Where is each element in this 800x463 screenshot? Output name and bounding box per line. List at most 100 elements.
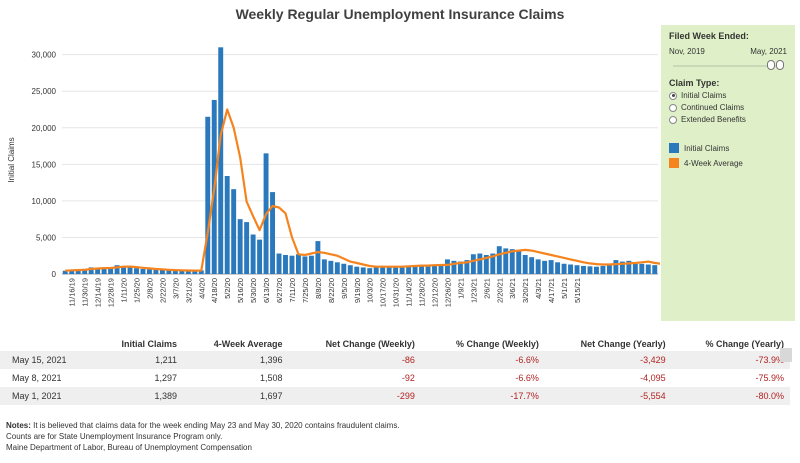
bar-initial-claims[interactable] [159,269,165,274]
bar-initial-claims[interactable] [308,255,314,274]
option-initial-claims[interactable]: Initial Claims [669,91,787,100]
radio-initial-claims[interactable] [669,91,677,100]
bar-initial-claims[interactable] [328,260,334,274]
bar-initial-claims[interactable] [477,253,483,274]
bar-initial-claims[interactable] [101,268,107,274]
bar-initial-claims[interactable] [146,269,152,274]
bar-initial-claims[interactable] [639,263,645,274]
bar-initial-claims[interactable] [347,265,353,274]
table-row[interactable]: May 15, 2021 1,211 1,396 -86 -6.6% -3,42… [0,351,790,369]
bar-initial-claims[interactable] [632,263,638,274]
bar-initial-claims[interactable] [373,267,379,274]
bar-initial-claims[interactable] [516,249,522,274]
bar-initial-claims[interactable] [289,255,295,274]
bar-initial-claims[interactable] [529,257,535,274]
bar-initial-claims[interactable] [522,254,528,274]
bar-initial-claims[interactable] [406,265,412,274]
bar-initial-claims[interactable] [542,260,548,274]
bar-initial-claims[interactable] [302,256,308,274]
bar-initial-claims[interactable] [613,260,619,274]
bar-initial-claims[interactable] [380,265,386,274]
radio-extended-benefits[interactable] [669,115,677,124]
bar-initial-claims[interactable] [555,262,561,274]
bar-initial-claims[interactable] [270,192,276,274]
bar-initial-claims[interactable] [315,241,321,274]
bar-initial-claims[interactable] [283,254,288,274]
bar-initial-claims[interactable] [606,264,612,274]
bar-initial-claims[interactable] [457,261,463,274]
bar-initial-claims[interactable] [69,269,75,274]
bar-initial-claims[interactable] [496,246,502,274]
bar-initial-claims[interactable] [652,265,658,274]
bar-initial-claims[interactable] [75,269,81,274]
bar-initial-claims[interactable] [341,263,347,274]
bar-initial-claims[interactable] [587,266,593,274]
bar-initial-claims[interactable] [568,264,574,274]
bar-initial-claims[interactable] [114,265,120,274]
bar-initial-claims[interactable] [425,265,431,274]
bar-initial-claims[interactable] [619,261,625,274]
option-extended-benefits[interactable]: Extended Benefits [669,115,787,124]
bar-initial-claims[interactable] [192,270,198,274]
bar-initial-claims[interactable] [645,264,651,274]
bar-initial-claims[interactable] [412,265,418,274]
table-row[interactable]: May 8, 2021 1,297 1,508 -92 -6.6% -4,095… [0,369,790,387]
bar-initial-claims[interactable] [95,267,101,274]
bar-initial-claims[interactable] [140,268,146,274]
slider-end-handle[interactable] [776,60,784,70]
bar-initial-claims[interactable] [451,260,457,274]
bar-initial-claims[interactable] [444,259,450,274]
bar-initial-claims[interactable] [295,254,301,274]
bar-initial-claims[interactable] [386,266,392,274]
bar-initial-claims[interactable] [250,234,256,274]
bar-initial-claims[interactable] [535,259,541,274]
bar-initial-claims[interactable] [62,270,68,274]
bar-initial-claims[interactable] [108,268,114,274]
bar-initial-claims[interactable] [134,268,139,274]
bar-initial-claims[interactable] [503,248,509,274]
bar-initial-claims[interactable] [509,249,515,274]
bar-initial-claims[interactable] [218,47,224,274]
bar-initial-claims[interactable] [483,254,489,274]
bar-initial-claims[interactable] [354,266,360,274]
bar-initial-claims[interactable] [593,266,599,274]
bar-initial-claims[interactable] [179,270,185,274]
bar-initial-claims[interactable] [334,262,340,274]
bar-initial-claims[interactable] [470,254,476,274]
table-scrollbar[interactable] [780,348,792,362]
bar-initial-claims[interactable] [224,176,230,274]
bar-initial-claims[interactable] [121,265,127,274]
bar-initial-claims[interactable] [574,265,580,274]
bar-initial-claims[interactable] [367,268,373,274]
bar-initial-claims[interactable] [231,189,237,274]
bar-initial-claims[interactable] [490,253,496,274]
bar-initial-claims[interactable] [561,263,567,274]
bar-initial-claims[interactable] [626,260,632,274]
bar-initial-claims[interactable] [438,264,444,274]
bar-initial-claims[interactable] [82,268,88,274]
slider-start-handle[interactable] [767,60,775,70]
bar-initial-claims[interactable] [88,267,94,274]
option-continued-claims[interactable]: Continued Claims [669,103,787,112]
bar-initial-claims[interactable] [464,260,470,274]
bar-initial-claims[interactable] [166,270,172,274]
bar-initial-claims[interactable] [244,222,250,274]
bar-initial-claims[interactable] [419,265,425,274]
table-row[interactable]: May 1, 2021 1,389 1,697 -299 -17.7% -5,5… [0,387,790,405]
bar-initial-claims[interactable] [205,116,211,274]
bar-initial-claims[interactable] [198,270,204,274]
bar-initial-claims[interactable] [321,259,327,274]
bar-initial-claims[interactable] [432,264,437,274]
bar-initial-claims[interactable] [153,269,159,274]
radio-continued-claims[interactable] [669,103,677,112]
bar-initial-claims[interactable] [360,267,366,274]
bar-initial-claims[interactable] [185,270,191,274]
date-range-slider[interactable] [669,60,787,72]
bar-initial-claims[interactable] [548,260,554,274]
bar-initial-claims[interactable] [581,265,586,274]
bar-initial-claims[interactable] [127,267,133,274]
bar-initial-claims[interactable] [276,253,282,274]
bar-initial-claims[interactable] [600,265,606,274]
bar-initial-claims[interactable] [257,239,263,274]
bar-initial-claims[interactable] [393,266,399,274]
